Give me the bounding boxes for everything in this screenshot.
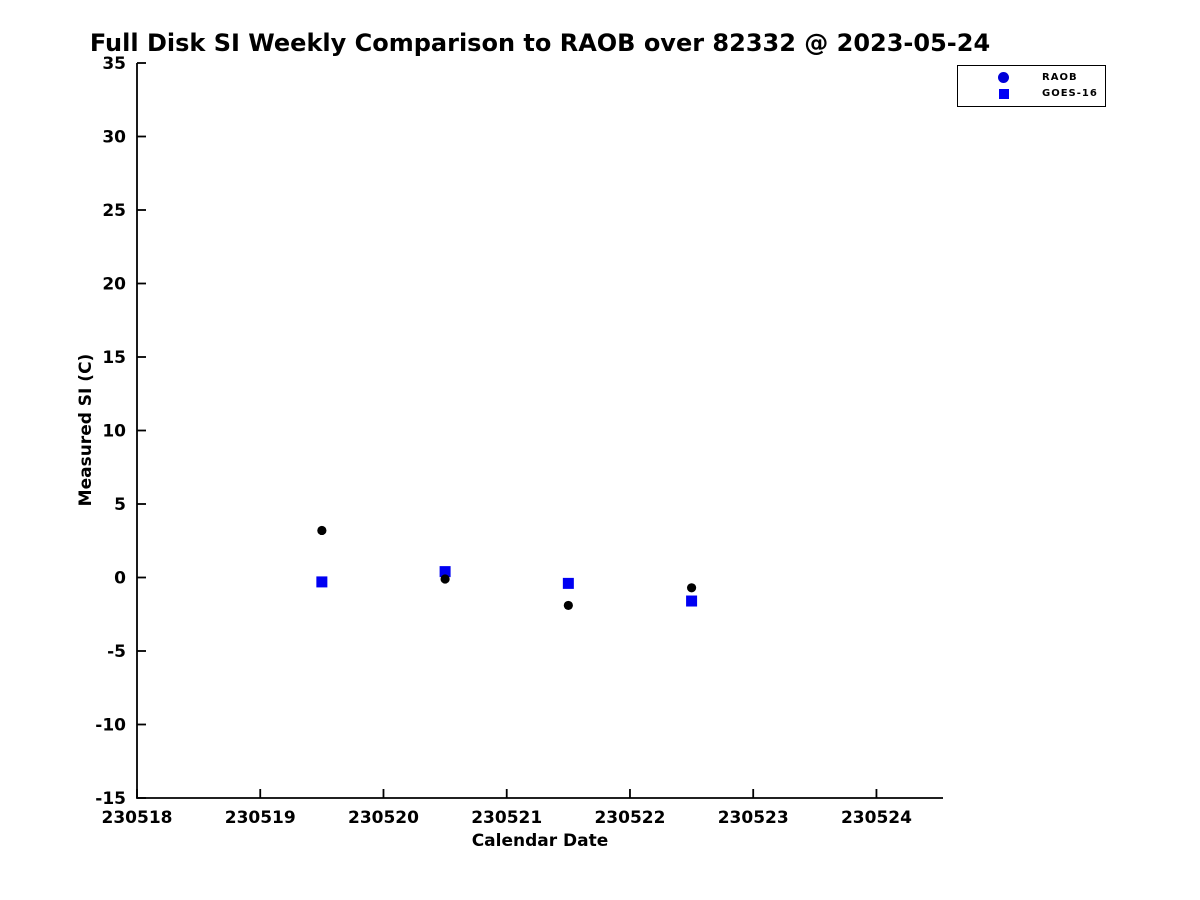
raob-point <box>563 600 573 611</box>
goes16-point <box>316 576 328 588</box>
x-tick-label: 230521 <box>471 808 542 828</box>
legend: RAOB GOES-16 <box>957 65 1106 107</box>
raob-point <box>686 583 697 593</box>
x-tick-label: 230520 <box>348 808 419 828</box>
y-tick-label: 15 <box>102 348 126 368</box>
goes16-point <box>562 577 574 589</box>
legend-raob-label: RAOB <box>1042 72 1078 83</box>
x-tick-label: 230524 <box>841 808 912 828</box>
chart-title: Full Disk SI Weekly Comparison to RAOB o… <box>89 29 991 57</box>
legend-goes16-label: GOES-16 <box>1042 88 1098 99</box>
legend-goes16-square-icon <box>999 89 1009 99</box>
goes16-point <box>439 566 451 578</box>
y-tick-label: -10 <box>95 716 126 736</box>
y-tick-label: 10 <box>102 422 126 442</box>
y-tick-label: 30 <box>102 128 126 148</box>
legend-raob-circle-icon <box>998 72 1009 83</box>
raob-point <box>440 574 450 584</box>
x-tick-label: 230522 <box>594 808 665 828</box>
raob-point <box>317 525 327 536</box>
x-axis-label: Calendar Date <box>471 831 609 851</box>
x-tick-label: 230523 <box>718 808 789 828</box>
x-tick-label: 230518 <box>102 808 173 828</box>
x-tick-label: 230519 <box>225 808 296 828</box>
y-tick-label: 0 <box>114 569 126 589</box>
y-tick-label: 25 <box>102 201 126 221</box>
goes16-point <box>686 595 698 607</box>
y-tick-label: 5 <box>114 495 126 515</box>
y-tick-label: 35 <box>102 54 126 74</box>
y-tick-label: -15 <box>95 789 126 809</box>
y-tick-label: -5 <box>107 642 126 662</box>
y-tick-label: 20 <box>102 275 126 295</box>
